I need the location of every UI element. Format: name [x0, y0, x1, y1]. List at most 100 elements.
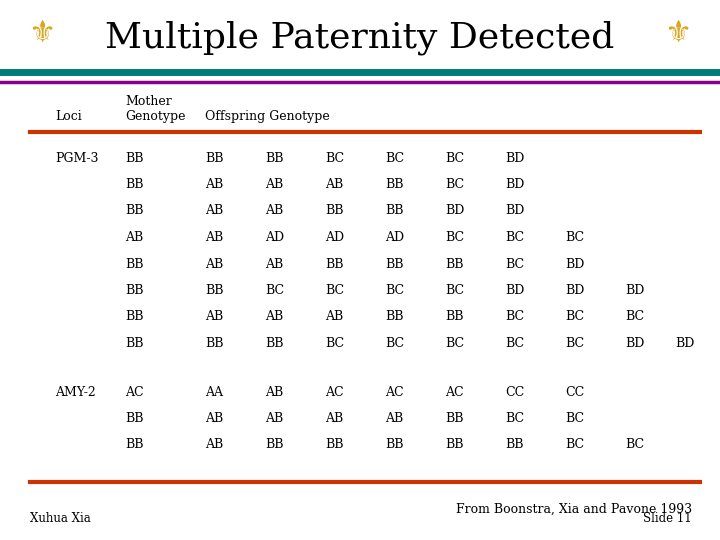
Text: AB: AB — [205, 178, 223, 191]
Text: AC: AC — [125, 386, 143, 399]
Text: AB: AB — [265, 178, 283, 191]
Text: BB: BB — [505, 438, 523, 451]
Text: BB: BB — [265, 337, 284, 350]
Text: BC: BC — [385, 152, 404, 165]
Text: BB: BB — [125, 205, 143, 218]
Text: AB: AB — [265, 205, 283, 218]
Text: BB: BB — [125, 337, 143, 350]
Text: AB: AB — [265, 386, 283, 399]
Text: AA: AA — [205, 386, 223, 399]
Text: BC: BC — [325, 284, 344, 297]
Text: BB: BB — [205, 284, 223, 297]
Text: AB: AB — [205, 258, 223, 271]
Text: BC: BC — [445, 337, 464, 350]
Text: Slide 11: Slide 11 — [644, 511, 692, 524]
Text: BB: BB — [385, 310, 403, 323]
Text: AC: AC — [325, 386, 343, 399]
Text: BB: BB — [125, 258, 143, 271]
Text: BD: BD — [625, 337, 644, 350]
Text: AB: AB — [265, 412, 283, 425]
Text: BB: BB — [445, 412, 464, 425]
Text: AB: AB — [205, 412, 223, 425]
Text: AB: AB — [205, 310, 223, 323]
Text: BD: BD — [505, 205, 524, 218]
Text: BD: BD — [505, 178, 524, 191]
Text: AC: AC — [445, 386, 464, 399]
Text: BC: BC — [625, 310, 644, 323]
Text: AB: AB — [205, 205, 223, 218]
Text: Offspring Genotype: Offspring Genotype — [205, 111, 330, 124]
Text: BB: BB — [325, 258, 343, 271]
Text: BC: BC — [565, 310, 584, 323]
Text: BC: BC — [505, 310, 524, 323]
Text: AB: AB — [125, 231, 143, 244]
Text: BB: BB — [125, 438, 143, 451]
Text: CC: CC — [565, 386, 584, 399]
Text: BB: BB — [325, 205, 343, 218]
Text: BC: BC — [565, 412, 584, 425]
Text: AD: AD — [325, 231, 344, 244]
Text: AC: AC — [385, 386, 404, 399]
Text: BC: BC — [565, 337, 584, 350]
Text: BC: BC — [445, 152, 464, 165]
Text: BB: BB — [125, 284, 143, 297]
Text: BC: BC — [265, 284, 284, 297]
Text: BC: BC — [505, 337, 524, 350]
Text: CC: CC — [505, 386, 524, 399]
Text: BC: BC — [385, 337, 404, 350]
Text: BB: BB — [265, 438, 284, 451]
Text: BB: BB — [205, 337, 223, 350]
Text: BB: BB — [205, 152, 223, 165]
Text: AB: AB — [325, 310, 343, 323]
Text: BD: BD — [505, 152, 524, 165]
Text: BD: BD — [505, 284, 524, 297]
Text: BB: BB — [445, 258, 464, 271]
Text: AB: AB — [385, 412, 403, 425]
Text: BB: BB — [445, 310, 464, 323]
Text: BC: BC — [325, 152, 344, 165]
Text: BC: BC — [565, 438, 584, 451]
Text: BD: BD — [565, 258, 585, 271]
Text: ⚜: ⚜ — [665, 18, 692, 48]
Text: AD: AD — [385, 231, 404, 244]
Text: Xuhua Xia: Xuhua Xia — [30, 511, 91, 524]
Text: BB: BB — [125, 412, 143, 425]
Text: BC: BC — [565, 231, 584, 244]
Text: AB: AB — [265, 310, 283, 323]
Text: BB: BB — [385, 258, 403, 271]
Text: BD: BD — [565, 284, 585, 297]
Text: BC: BC — [505, 231, 524, 244]
Text: BC: BC — [445, 178, 464, 191]
Text: BD: BD — [675, 337, 694, 350]
Text: BB: BB — [125, 152, 143, 165]
Text: BB: BB — [125, 178, 143, 191]
Text: AB: AB — [205, 438, 223, 451]
Text: AB: AB — [325, 178, 343, 191]
Text: BC: BC — [385, 284, 404, 297]
Text: BC: BC — [325, 337, 344, 350]
Text: ⚜: ⚜ — [28, 18, 55, 48]
Text: BB: BB — [385, 205, 403, 218]
Text: AB: AB — [205, 231, 223, 244]
Text: Loci: Loci — [55, 111, 82, 124]
Text: BD: BD — [445, 205, 464, 218]
Text: BC: BC — [505, 412, 524, 425]
Text: BB: BB — [385, 178, 403, 191]
Text: BB: BB — [445, 438, 464, 451]
Text: BC: BC — [445, 284, 464, 297]
Text: BB: BB — [385, 438, 403, 451]
Text: BC: BC — [505, 258, 524, 271]
Text: Multiple Paternity Detected: Multiple Paternity Detected — [105, 21, 615, 55]
Text: BB: BB — [125, 310, 143, 323]
Text: AD: AD — [265, 231, 284, 244]
Text: From Boonstra, Xia and Pavone 1993: From Boonstra, Xia and Pavone 1993 — [456, 503, 692, 516]
Text: BC: BC — [625, 438, 644, 451]
Text: Genotype: Genotype — [125, 111, 186, 124]
Text: BB: BB — [325, 438, 343, 451]
Text: AB: AB — [265, 258, 283, 271]
Text: AB: AB — [325, 412, 343, 425]
Text: Mother: Mother — [125, 96, 172, 109]
Text: PGM-3: PGM-3 — [55, 152, 99, 165]
Text: BC: BC — [445, 231, 464, 244]
Text: BB: BB — [265, 152, 284, 165]
